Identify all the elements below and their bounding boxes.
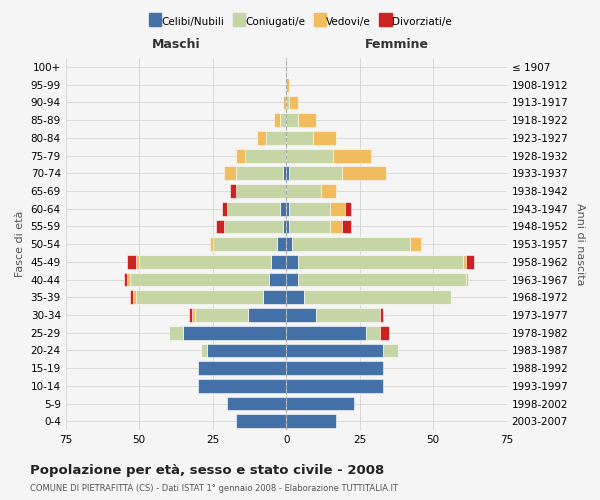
Bar: [286, 361, 383, 375]
Bar: [380, 308, 383, 322]
Bar: [257, 131, 266, 145]
Bar: [283, 220, 286, 234]
Bar: [286, 396, 354, 410]
Bar: [286, 166, 289, 180]
Bar: [169, 326, 183, 340]
Text: COMUNE DI PIETRAFITTA (CS) - Dati ISTAT 1° gennaio 2008 - Elaborazione TUTTITALI: COMUNE DI PIETRAFITTA (CS) - Dati ISTAT …: [30, 484, 398, 493]
Bar: [127, 255, 136, 269]
Bar: [130, 272, 269, 286]
Bar: [283, 166, 286, 180]
Bar: [212, 238, 277, 251]
Bar: [289, 202, 331, 215]
Bar: [127, 272, 130, 286]
Bar: [245, 148, 286, 162]
Bar: [289, 166, 342, 180]
Bar: [215, 220, 224, 234]
Bar: [227, 396, 286, 410]
Bar: [183, 326, 286, 340]
Bar: [313, 131, 336, 145]
Bar: [466, 272, 469, 286]
Bar: [298, 114, 316, 127]
Bar: [124, 272, 127, 286]
Bar: [331, 202, 345, 215]
Bar: [298, 272, 466, 286]
Bar: [230, 184, 236, 198]
Bar: [286, 308, 316, 322]
Bar: [198, 379, 286, 393]
Bar: [201, 344, 207, 357]
Bar: [227, 202, 280, 215]
Text: Maschi: Maschi: [152, 38, 200, 51]
Bar: [207, 344, 286, 357]
Bar: [289, 96, 298, 110]
Bar: [192, 308, 195, 322]
Bar: [224, 166, 236, 180]
Y-axis label: Fasce di età: Fasce di età: [15, 211, 25, 278]
Bar: [198, 361, 286, 375]
Text: Popolazione per età, sesso e stato civile - 2008: Popolazione per età, sesso e stato civil…: [30, 464, 384, 477]
Bar: [283, 96, 286, 110]
Bar: [286, 344, 383, 357]
Bar: [322, 184, 336, 198]
Bar: [236, 184, 286, 198]
Bar: [195, 308, 248, 322]
Bar: [316, 308, 380, 322]
Bar: [286, 96, 289, 110]
Bar: [280, 114, 286, 127]
Legend: Celibi/Nubili, Coniugati/e, Vedovi/e, Divorziati/e: Celibi/Nubili, Coniugati/e, Vedovi/e, Di…: [144, 12, 456, 31]
Bar: [236, 148, 245, 162]
Bar: [298, 255, 463, 269]
Bar: [236, 414, 286, 428]
Bar: [286, 414, 336, 428]
Bar: [410, 238, 421, 251]
Bar: [286, 184, 322, 198]
Y-axis label: Anni di nascita: Anni di nascita: [575, 203, 585, 285]
Bar: [286, 131, 313, 145]
Bar: [221, 202, 227, 215]
Bar: [136, 290, 263, 304]
Bar: [189, 308, 192, 322]
Bar: [286, 238, 292, 251]
Bar: [286, 202, 289, 215]
Bar: [210, 238, 212, 251]
Bar: [286, 290, 304, 304]
Bar: [289, 220, 331, 234]
Bar: [266, 131, 286, 145]
Bar: [286, 78, 289, 92]
Bar: [274, 114, 280, 127]
Bar: [248, 308, 286, 322]
Bar: [286, 326, 365, 340]
Bar: [271, 255, 286, 269]
Bar: [331, 220, 342, 234]
Text: Femmine: Femmine: [364, 38, 428, 51]
Bar: [466, 255, 475, 269]
Bar: [139, 255, 271, 269]
Bar: [292, 238, 410, 251]
Bar: [383, 344, 398, 357]
Bar: [286, 220, 289, 234]
Bar: [365, 326, 380, 340]
Bar: [286, 255, 298, 269]
Bar: [286, 148, 333, 162]
Bar: [342, 166, 386, 180]
Bar: [345, 202, 351, 215]
Bar: [277, 238, 286, 251]
Bar: [263, 290, 286, 304]
Bar: [269, 272, 286, 286]
Bar: [342, 220, 351, 234]
Bar: [136, 255, 139, 269]
Bar: [333, 148, 371, 162]
Bar: [304, 290, 451, 304]
Bar: [286, 114, 298, 127]
Bar: [224, 220, 283, 234]
Bar: [463, 255, 466, 269]
Bar: [236, 166, 283, 180]
Bar: [133, 290, 136, 304]
Bar: [380, 326, 389, 340]
Bar: [280, 202, 286, 215]
Bar: [286, 272, 298, 286]
Bar: [130, 290, 133, 304]
Bar: [286, 379, 383, 393]
